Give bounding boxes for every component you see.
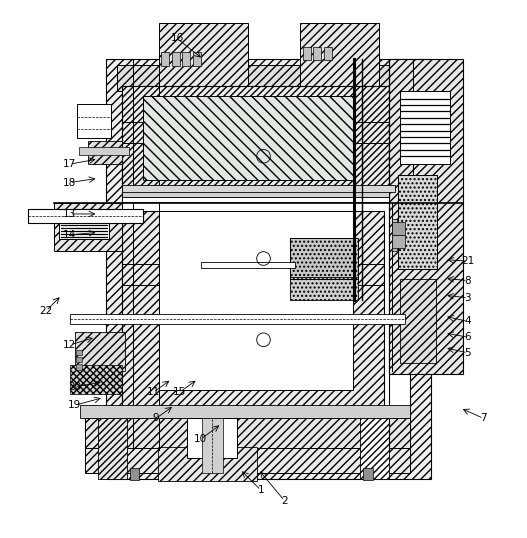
Bar bbox=[116, 65, 411, 91]
Bar bbox=[54, 203, 122, 251]
Bar bbox=[85, 419, 411, 450]
Bar bbox=[122, 211, 384, 410]
Bar bbox=[76, 350, 82, 355]
Bar bbox=[159, 211, 353, 390]
Bar bbox=[122, 86, 389, 190]
Bar bbox=[122, 185, 395, 193]
Text: 16: 16 bbox=[170, 33, 183, 44]
Text: 1: 1 bbox=[258, 485, 264, 495]
Bar bbox=[75, 332, 124, 371]
Bar bbox=[324, 47, 331, 60]
Bar bbox=[77, 104, 112, 138]
Bar bbox=[202, 419, 222, 473]
Bar bbox=[158, 447, 257, 482]
Bar bbox=[70, 365, 122, 394]
Bar bbox=[303, 47, 311, 60]
Bar bbox=[159, 23, 248, 96]
Bar bbox=[70, 314, 405, 323]
Bar bbox=[182, 53, 190, 66]
Bar bbox=[130, 468, 139, 480]
Bar bbox=[106, 59, 431, 479]
Bar bbox=[188, 419, 237, 458]
Bar bbox=[88, 140, 122, 164]
Bar bbox=[313, 47, 321, 60]
Bar bbox=[193, 53, 201, 66]
Text: 3: 3 bbox=[465, 293, 471, 303]
Bar bbox=[122, 86, 411, 463]
Bar bbox=[363, 468, 373, 480]
Bar bbox=[392, 219, 397, 251]
Text: 14: 14 bbox=[63, 230, 76, 240]
Bar bbox=[76, 357, 82, 362]
Bar bbox=[161, 53, 169, 66]
Text: 2: 2 bbox=[281, 495, 288, 506]
Bar bbox=[290, 277, 358, 300]
Bar bbox=[400, 279, 436, 363]
Text: 19: 19 bbox=[68, 400, 81, 410]
Bar bbox=[79, 147, 129, 155]
Text: 9: 9 bbox=[153, 413, 159, 423]
Bar bbox=[360, 419, 389, 479]
Bar bbox=[143, 96, 353, 180]
Bar bbox=[172, 53, 180, 66]
Bar bbox=[122, 197, 389, 202]
Text: 13: 13 bbox=[63, 209, 76, 219]
Bar bbox=[290, 238, 358, 279]
Bar bbox=[27, 209, 143, 223]
Bar bbox=[85, 448, 411, 473]
Bar bbox=[300, 23, 379, 86]
Text: 6: 6 bbox=[465, 332, 471, 342]
Bar bbox=[99, 419, 127, 479]
Text: 21: 21 bbox=[461, 256, 475, 266]
Bar bbox=[80, 405, 411, 419]
Text: 12: 12 bbox=[63, 340, 76, 350]
Text: 20: 20 bbox=[68, 382, 81, 392]
Text: 10: 10 bbox=[194, 434, 207, 444]
Bar bbox=[398, 175, 437, 269]
Text: 15: 15 bbox=[173, 387, 186, 397]
Bar bbox=[122, 189, 389, 197]
Bar bbox=[201, 261, 295, 268]
Bar bbox=[389, 59, 463, 374]
Text: 17: 17 bbox=[63, 159, 76, 169]
Bar bbox=[76, 364, 82, 370]
Bar bbox=[290, 238, 358, 279]
Text: 7: 7 bbox=[481, 413, 487, 423]
Bar bbox=[392, 222, 405, 235]
Bar bbox=[398, 175, 437, 269]
Bar bbox=[392, 235, 405, 248]
Bar bbox=[400, 91, 450, 164]
Text: 5: 5 bbox=[465, 348, 471, 358]
Text: 4: 4 bbox=[465, 316, 471, 327]
Text: 22: 22 bbox=[40, 306, 53, 316]
Text: 18: 18 bbox=[63, 178, 76, 188]
Bar bbox=[59, 210, 109, 238]
Text: 11: 11 bbox=[147, 387, 160, 397]
Text: 8: 8 bbox=[465, 275, 471, 286]
